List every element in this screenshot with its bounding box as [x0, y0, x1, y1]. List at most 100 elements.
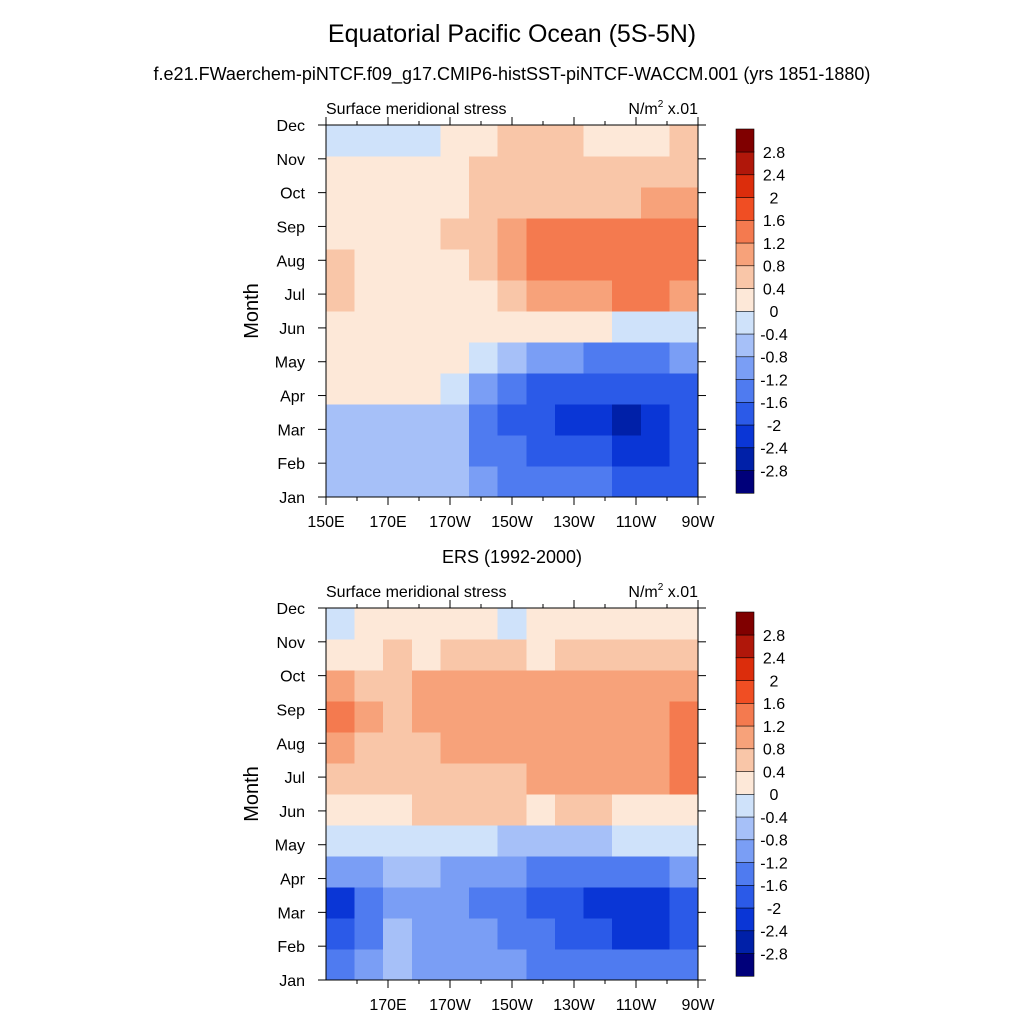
colorbar-label: 0.4: [763, 764, 785, 781]
heatmap-cell: [554, 949, 585, 981]
heatmap-cell: [411, 670, 442, 702]
x-tick-label: 170W: [429, 514, 472, 531]
heatmap-cell: [612, 125, 642, 157]
heatmap-cell: [640, 949, 670, 981]
heatmap-cell: [497, 466, 527, 498]
heatmap-cell: [411, 949, 442, 981]
heatmap-cell: [554, 156, 585, 188]
heatmap-cell: [440, 918, 470, 950]
heatmap-cell: [526, 280, 556, 312]
heatmap-cell: [583, 763, 613, 795]
heatmap-cell: [383, 311, 413, 343]
heatmap-cell: [469, 856, 499, 888]
heatmap-cell: [640, 732, 670, 764]
heatmap-cell: [526, 373, 556, 405]
heatmap-cell: [411, 918, 442, 950]
heatmap-cell: [612, 404, 642, 436]
heatmap-cell: [640, 187, 670, 219]
heatmap-cell: [326, 404, 356, 436]
heatmap-cell: [354, 763, 384, 795]
heatmap-cell: [612, 218, 642, 250]
heatmap-cell: [440, 887, 470, 919]
heatmap-cell: [440, 949, 470, 981]
heatmap-cell: [669, 187, 699, 219]
heatmap-cell: [469, 732, 499, 764]
heatmap-cell: [497, 701, 527, 733]
heatmap-cell: [554, 639, 585, 671]
heatmap-cell: [326, 373, 356, 405]
heatmap-cell: [554, 125, 585, 157]
heatmap-cell: [640, 125, 670, 157]
heatmap-cell: [526, 732, 556, 764]
heatmap-cell: [383, 825, 413, 857]
heatmap-cell: [640, 825, 670, 857]
heatmap-cell: [497, 794, 527, 826]
colorbar-box: [735, 725, 755, 750]
x-tick-label: 170E: [369, 514, 406, 531]
heatmap-cell: [354, 435, 384, 467]
heatmap-cell: [669, 435, 699, 467]
heatmap-cell: [326, 218, 356, 250]
colorbar-box: [735, 702, 755, 727]
y-tick-label: May: [275, 355, 305, 372]
heatmap-cell: [669, 732, 699, 764]
heatmap-cell: [326, 639, 356, 671]
y-tick-label: Feb: [277, 456, 305, 473]
heatmap-cell: [411, 825, 442, 857]
heatmap-cell: [383, 949, 413, 981]
heatmap-cell: [612, 639, 642, 671]
heatmap-cell: [497, 763, 527, 795]
heatmap-cell: [383, 187, 413, 219]
heatmap-cell: [440, 342, 470, 374]
heatmap-cell: [383, 125, 413, 157]
colorbar-box: [735, 447, 755, 471]
y-tick-label: Dec: [277, 601, 305, 618]
heatmap-cell: [526, 887, 556, 919]
colorbar-label: -1.2: [760, 372, 788, 389]
heatmap-cell: [554, 825, 585, 857]
heatmap-cell: [383, 794, 413, 826]
x-tick-label: 90W: [682, 997, 716, 1014]
colorbar-box: [735, 611, 755, 636]
heatmap-cell: [640, 249, 670, 281]
heatmap-cell: [383, 404, 413, 436]
colorbar-box: [735, 930, 755, 954]
heatmap-cell: [583, 701, 613, 733]
heatmap-cell: [383, 280, 413, 312]
heatmap-cell: [640, 156, 670, 188]
heatmap-cell: [497, 887, 527, 919]
heatmap-cell: [326, 732, 356, 764]
heatmap-cell: [612, 249, 642, 281]
figure-subtitle: f.e21.FWaerchem-piNTCF.f09_g17.CMIP6-his…: [153, 64, 871, 84]
heatmap-cell: [669, 311, 699, 343]
left-string: Surface meridional stress: [326, 101, 507, 118]
y-tick-label: Nov: [277, 152, 305, 169]
heatmap-cell: [497, 732, 527, 764]
right-string: N/m2 x.01: [628, 99, 698, 118]
heatmap-cell: [669, 373, 699, 405]
colorbar-label: -2.4: [760, 924, 788, 941]
heatmap-cell: [669, 670, 699, 702]
colorbar-label: 0: [770, 304, 779, 321]
heatmap-cell: [583, 670, 613, 702]
colorbar-label: 0.8: [763, 259, 785, 276]
heatmap-cell: [469, 249, 499, 281]
heatmap-cell: [669, 125, 699, 157]
heatmap-cell: [554, 249, 585, 281]
colorbar-label: 2: [770, 190, 779, 207]
colorbar-box: [735, 861, 755, 886]
heatmap-cell: [354, 639, 384, 671]
heatmap-cell: [669, 608, 699, 640]
colorbar-label: -0.8: [760, 833, 788, 850]
colorbar-label: 1.2: [763, 719, 785, 736]
heatmap-cell: [640, 670, 670, 702]
heatmap-cell: [583, 918, 613, 950]
colorbar-box: [735, 634, 755, 659]
heatmap-cell: [383, 435, 413, 467]
heatmap-cell: [497, 125, 527, 157]
heatmap-cell: [526, 187, 556, 219]
heatmap-cell: [669, 856, 699, 888]
heatmap-cell: [383, 856, 413, 888]
heatmap-cell: [554, 763, 585, 795]
heatmap-cell: [383, 918, 413, 950]
